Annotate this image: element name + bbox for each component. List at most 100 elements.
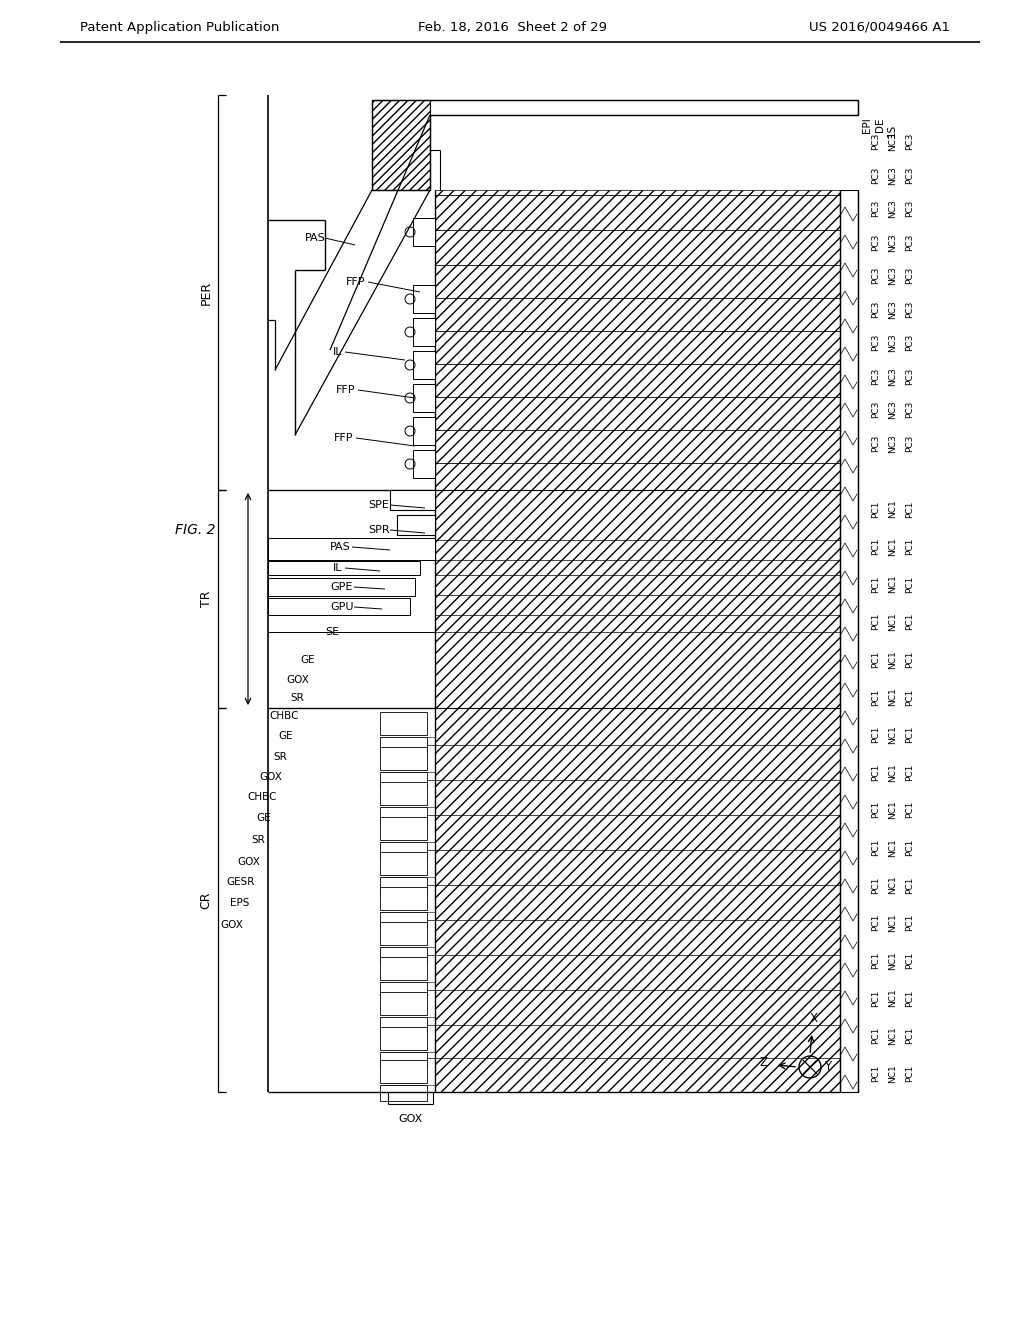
Text: GPE: GPE [330, 582, 352, 591]
Text: NC3: NC3 [889, 367, 897, 385]
Text: NC3: NC3 [889, 334, 897, 352]
Text: PC1: PC1 [871, 838, 881, 857]
Text: PC3: PC3 [905, 166, 914, 183]
Text: PC3: PC3 [871, 201, 881, 218]
Text: FFP: FFP [334, 433, 353, 444]
Text: PC1: PC1 [905, 537, 914, 556]
Bar [413, 351, 435, 379]
Bar [380, 946, 427, 964]
Text: PC3: PC3 [871, 334, 881, 351]
Bar [372, 100, 430, 190]
Text: GESR: GESR [226, 876, 255, 887]
Text: GOX: GOX [238, 857, 260, 867]
Text: NC1: NC1 [889, 838, 897, 857]
Text: PC1: PC1 [871, 612, 881, 631]
Text: PC1: PC1 [905, 952, 914, 969]
Text: FFP: FFP [336, 385, 355, 395]
Text: NC1: NC1 [889, 913, 897, 932]
Text: PC3: PC3 [871, 401, 881, 418]
Bar [413, 218, 435, 246]
Bar [380, 887, 427, 909]
Text: SPR: SPR [368, 525, 389, 535]
Text: PAS: PAS [305, 234, 326, 243]
Text: TR: TR [200, 591, 213, 607]
Text: EPS: EPS [229, 898, 249, 908]
Text: IL: IL [333, 564, 342, 573]
Text: PC1: PC1 [905, 576, 914, 593]
Text: PC1: PC1 [871, 688, 881, 706]
Text: PC1: PC1 [905, 838, 914, 857]
Text: PC3: PC3 [871, 434, 881, 451]
Text: GOX: GOX [220, 920, 244, 931]
Text: PAS: PAS [330, 543, 351, 552]
Text: PC1: PC1 [905, 612, 914, 631]
Text: CR: CR [200, 891, 213, 908]
Text: PC3: PC3 [905, 301, 914, 318]
Text: NC3: NC3 [889, 267, 897, 285]
Text: GOX: GOX [398, 1114, 423, 1125]
Bar [413, 285, 435, 313]
Text: PC1: PC1 [905, 726, 914, 743]
Bar [380, 1052, 427, 1068]
Bar [380, 781, 427, 805]
Text: PC1: PC1 [871, 726, 881, 743]
Text: NC3: NC3 [889, 434, 897, 453]
Bar [380, 851, 427, 875]
Text: NC3: NC3 [889, 166, 897, 185]
Text: NC1: NC1 [889, 574, 897, 594]
Bar [413, 318, 435, 346]
Bar [380, 772, 427, 788]
Bar [380, 747, 427, 770]
Text: SPE: SPE [368, 500, 389, 510]
Text: SR: SR [290, 693, 304, 704]
Bar [268, 561, 420, 576]
Text: IL: IL [333, 347, 342, 356]
Text: NC3: NC3 [889, 400, 897, 420]
Text: PC1: PC1 [871, 763, 881, 781]
Text: 1S: 1S [887, 123, 897, 137]
Text: GOX: GOX [259, 772, 282, 781]
Text: PC1: PC1 [905, 1064, 914, 1082]
Bar [380, 842, 427, 858]
Text: CHBC: CHBC [247, 792, 276, 803]
Bar [380, 1027, 427, 1049]
Text: PC3: PC3 [871, 301, 881, 318]
Text: NC3: NC3 [889, 199, 897, 218]
Bar [268, 578, 415, 597]
Text: NC1: NC1 [889, 688, 897, 706]
Bar [268, 539, 435, 560]
Text: GOX: GOX [287, 675, 309, 685]
Text: NC1: NC1 [889, 989, 897, 1007]
Text: PC1: PC1 [905, 876, 914, 894]
Text: Y: Y [824, 1060, 831, 1073]
Text: GE: GE [279, 731, 293, 741]
Text: PC3: PC3 [905, 434, 914, 451]
Text: PC1: PC1 [905, 651, 914, 668]
Bar [380, 957, 427, 979]
Text: NC1: NC1 [889, 649, 897, 669]
Text: NC3: NC3 [889, 132, 897, 150]
Text: PC1: PC1 [905, 913, 914, 932]
Text: PC1: PC1 [871, 537, 881, 556]
Text: NC1: NC1 [889, 1064, 897, 1082]
Bar [380, 1060, 427, 1082]
Text: NC1: NC1 [889, 950, 897, 970]
Text: PC3: PC3 [905, 201, 914, 218]
Text: NC1: NC1 [889, 725, 897, 744]
Text: PC1: PC1 [905, 801, 914, 818]
Text: NC1: NC1 [889, 499, 897, 519]
Bar [380, 737, 427, 752]
Text: PC1: PC1 [871, 801, 881, 818]
Bar [380, 912, 427, 928]
Bar [413, 450, 435, 478]
Bar [380, 921, 427, 945]
Text: US 2016/0049466 A1: US 2016/0049466 A1 [809, 21, 950, 33]
Bar [268, 598, 410, 615]
Text: EPI: EPI [862, 117, 872, 133]
Bar [430, 115, 858, 190]
Bar [380, 807, 427, 822]
Bar [413, 417, 435, 445]
Text: Feb. 18, 2016  Sheet 2 of 29: Feb. 18, 2016 Sheet 2 of 29 [418, 21, 606, 33]
Bar [397, 515, 435, 535]
Bar [840, 190, 858, 1092]
